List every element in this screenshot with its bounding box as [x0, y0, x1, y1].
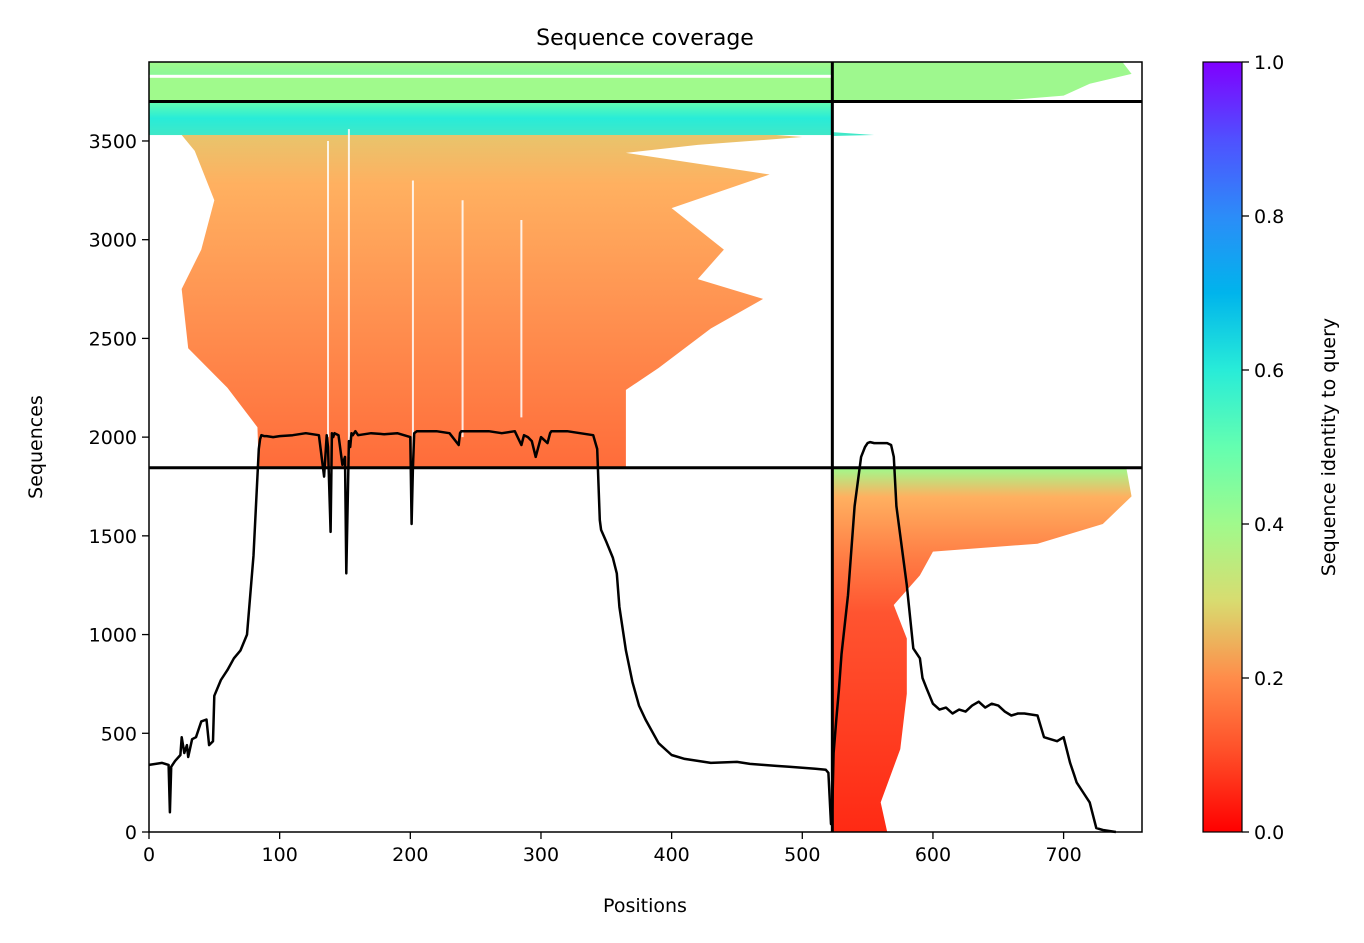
x-tick-label: 500: [784, 844, 820, 866]
x-tick-label: 600: [915, 844, 951, 866]
x-tick-label: 200: [392, 844, 428, 866]
y-tick-label: 500: [101, 723, 137, 745]
x-tick-label: 400: [653, 844, 689, 866]
x-tick-label: 300: [523, 844, 559, 866]
heat-block: [149, 62, 833, 78]
chart-title: Sequence coverage: [536, 26, 754, 51]
x-tick-label: 700: [1045, 844, 1081, 866]
colorbar-axis: 0.0 0.2 0.4 0.6 0.8 1.0: [1242, 52, 1284, 844]
heat-block: [149, 101, 833, 136]
colorbar-tick-label: 1.0: [1254, 52, 1284, 74]
y-tick-label: 3500: [89, 131, 137, 153]
y-axis-label: Sequences: [25, 395, 47, 499]
heat-block: [832, 62, 1132, 102]
plot-area: [148, 62, 1142, 834]
coverage-line: [148, 429, 1117, 834]
plot-frame: [148, 61, 1143, 833]
colorbar-tick-label: 0.8: [1254, 206, 1284, 228]
x-tick-label: 0: [143, 844, 155, 866]
heat-block: [832, 467, 1132, 832]
heat-block: [832, 132, 875, 137]
heat-block: [258, 135, 626, 468]
y-tick-label: 2500: [89, 328, 137, 350]
y-tick-label: 0: [125, 822, 137, 844]
colorbar: [1202, 61, 1243, 833]
colorbar-label: Sequence identity to query: [1318, 318, 1340, 576]
y-tick-label: 2000: [89, 427, 137, 449]
y-tick-label: 1000: [89, 625, 137, 647]
x-axis: 0 100 200 300 400 500 600 700: [143, 832, 1082, 866]
colorbar-tick-label: 0.6: [1254, 360, 1284, 382]
x-tick-label: 100: [262, 844, 298, 866]
colorbar-tick-label: 0.2: [1254, 668, 1284, 690]
y-tick-label: 1500: [89, 526, 137, 548]
colorbar-tick-label: 0.4: [1254, 514, 1284, 536]
x-axis-label: Positions: [603, 895, 687, 917]
colorbar-tick-label: 0.0: [1254, 822, 1284, 844]
y-tick-label: 3000: [89, 230, 137, 252]
y-axis: 0 500 1000 1500 2000 2500 3000 3500: [89, 131, 149, 844]
heat-block: [149, 77, 833, 102]
